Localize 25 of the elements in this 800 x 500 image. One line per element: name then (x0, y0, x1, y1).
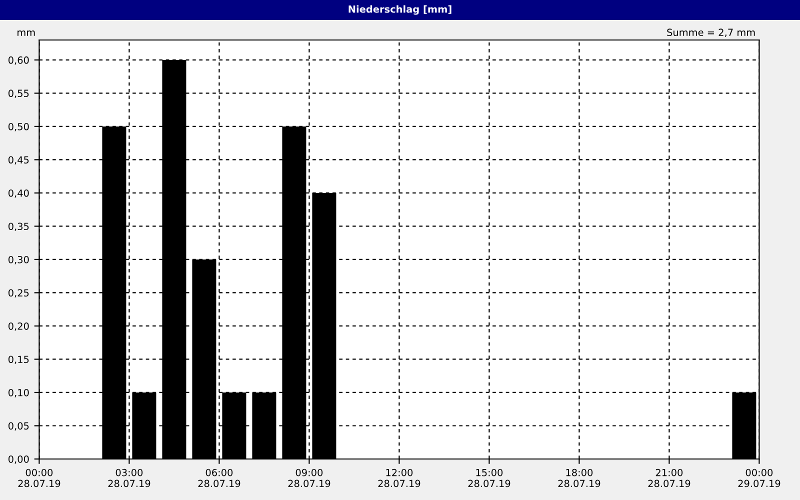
x-tick-label: 12:00 28.07.19 (378, 468, 420, 488)
x-tick-label: 00:00 28.07.19 (18, 468, 60, 488)
chart-title: Niederschlag [mm] (348, 5, 452, 15)
x-tick-label: 21:00 28.07.19 (648, 468, 690, 488)
y-tick-label: 0,50 (8, 122, 29, 132)
y-tick-label: 0,40 (8, 189, 29, 198)
x-tick-label: 06:00 28.07.19 (198, 468, 240, 488)
y-tick-label: 0,20 (8, 322, 29, 331)
y-tick-label: 0,15 (8, 356, 29, 364)
y-tick-label: 0,30 (8, 256, 29, 264)
x-tick-label: 09:00 28.07.19 (288, 468, 330, 488)
y-tick-label: 0,35 (8, 222, 29, 232)
y-tick-label: 0,45 (8, 156, 29, 165)
text: Summe = 2,7 mm (667, 28, 755, 38)
y-tick-label: 0,25 (8, 289, 29, 298)
y-axis-title: mm (18, 30, 35, 36)
x-tick-label: 03:00 28.07.19 (108, 468, 150, 488)
y-tick-label: 0,00 (8, 455, 29, 464)
y-tick-label: 0,05 (8, 422, 29, 431)
y-tick-label: 0,10 (8, 388, 29, 398)
x-tick-label: 18:00 28.07.19 (558, 468, 600, 488)
x-tick-label: 00:00 29.07.19 (738, 468, 780, 488)
y-tick-label: 0,55 (8, 90, 29, 98)
x-tick-label: 15:00 28.07.19 (468, 468, 510, 488)
y-tick-label: 0,60 (8, 56, 29, 65)
